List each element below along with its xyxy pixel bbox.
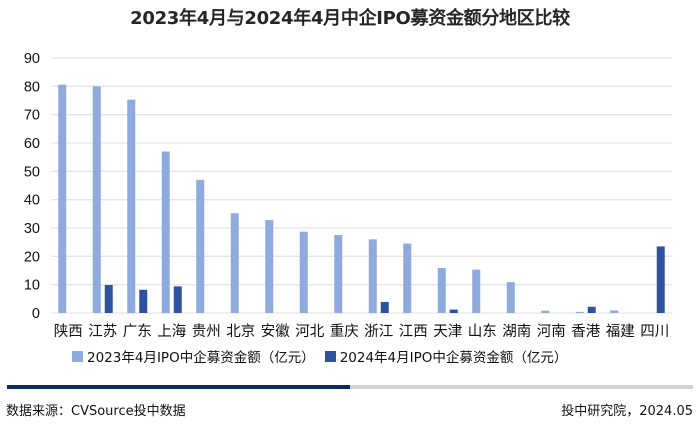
x-tick-label: 天津 bbox=[433, 323, 462, 340]
decorative-divider bbox=[7, 385, 693, 389]
x-tick-label: 陕西 bbox=[54, 323, 83, 340]
x-tick-label: 上海 bbox=[157, 323, 186, 340]
legend-item-2023: 2023年4月IPO中企募资金额（亿元） bbox=[72, 346, 315, 366]
bar-2024 bbox=[173, 286, 182, 313]
y-tick-label: 40 bbox=[24, 193, 40, 209]
bar-2023 bbox=[92, 86, 101, 313]
bar-2023 bbox=[610, 310, 619, 313]
x-tick-label: 四川 bbox=[640, 324, 669, 340]
x-tick-label: 浙江 bbox=[364, 323, 393, 340]
bar-2023 bbox=[58, 84, 67, 313]
bar-2023 bbox=[299, 231, 308, 313]
legend-swatch-2023-icon bbox=[72, 350, 83, 362]
legend-label-2023: 2023年4月IPO中企募资金额（亿元） bbox=[87, 350, 315, 366]
bar-2023 bbox=[506, 282, 515, 313]
bar-2023 bbox=[368, 239, 377, 313]
chart-legend: 2023年4月IPO中企募资金额（亿元） 2024年4月IPO中企募资金额（亿元… bbox=[72, 346, 577, 366]
bar-2024 bbox=[587, 306, 596, 313]
x-tick-label: 江西 bbox=[399, 323, 428, 340]
x-tick-label: 北京 bbox=[226, 323, 255, 340]
bar-chart: 0 10 20 30 40 50 60 70 80 90 陕西 江苏 广东 上海 贵州 北京 安徽 河北 重庆 浙江江… bbox=[24, 51, 672, 340]
x-tick-label: 福建 bbox=[606, 323, 635, 340]
y-tick-label: 60 bbox=[24, 136, 40, 152]
y-tick-label: 70 bbox=[24, 108, 40, 124]
legend-item-2024: 2024年4月IPO中企募资金额（亿元） bbox=[324, 346, 568, 366]
credit-date: 投中研究院，2024.05 bbox=[561, 404, 693, 419]
bar-2023 bbox=[196, 179, 205, 313]
bar-2023 bbox=[437, 267, 446, 313]
bar-2024 bbox=[380, 301, 389, 313]
bar-2023 bbox=[230, 213, 239, 313]
y-tick-label: 80 bbox=[24, 79, 40, 95]
chart-title: 2023年4月与2024年4月中企IPO募资金额分地区比较 bbox=[130, 8, 570, 29]
bar-2024 bbox=[139, 289, 148, 313]
bar-2024 bbox=[449, 309, 458, 313]
bar-2023 bbox=[127, 99, 136, 314]
bar-2023 bbox=[265, 220, 274, 313]
x-tick-label: 香港 bbox=[571, 323, 600, 340]
legend-label-2024: 2024年4月IPO中企募资金额（亿元） bbox=[339, 350, 568, 366]
x-tick-label: 安徽 bbox=[261, 323, 290, 340]
y-tick-label: 90 bbox=[24, 51, 40, 67]
bar-2023 bbox=[541, 310, 550, 313]
y-tick-label: 30 bbox=[24, 221, 40, 237]
bar-2024 bbox=[656, 246, 665, 313]
bar-2023 bbox=[403, 243, 412, 313]
legend-swatch-2024-icon bbox=[324, 350, 336, 362]
bar-2023 bbox=[334, 235, 343, 313]
bar-2024 bbox=[104, 284, 113, 313]
x-tick-label: 河南 bbox=[537, 323, 566, 340]
y-tick-label: 0 bbox=[32, 306, 40, 322]
x-tick-label: 重庆 bbox=[330, 323, 359, 340]
bar-2023 bbox=[161, 151, 170, 313]
bar-2023 bbox=[472, 269, 481, 313]
x-tick-label: 江苏 bbox=[88, 323, 117, 340]
x-tick-label: 贵州 bbox=[192, 323, 221, 340]
x-tick-label: 广东 bbox=[123, 323, 152, 340]
y-tick-label: 10 bbox=[24, 278, 40, 294]
x-tick-label: 湖南 bbox=[502, 323, 531, 340]
x-tick-label: 河北 bbox=[295, 323, 324, 340]
decorative-divider-accent bbox=[7, 385, 350, 389]
y-tick-label: 20 bbox=[24, 249, 40, 265]
data-source: 数据来源：CVSource投中数据 bbox=[6, 404, 186, 419]
bar-2023 bbox=[575, 311, 584, 313]
y-tick-label: 50 bbox=[24, 164, 40, 180]
x-tick-label: 山东 bbox=[468, 323, 497, 340]
